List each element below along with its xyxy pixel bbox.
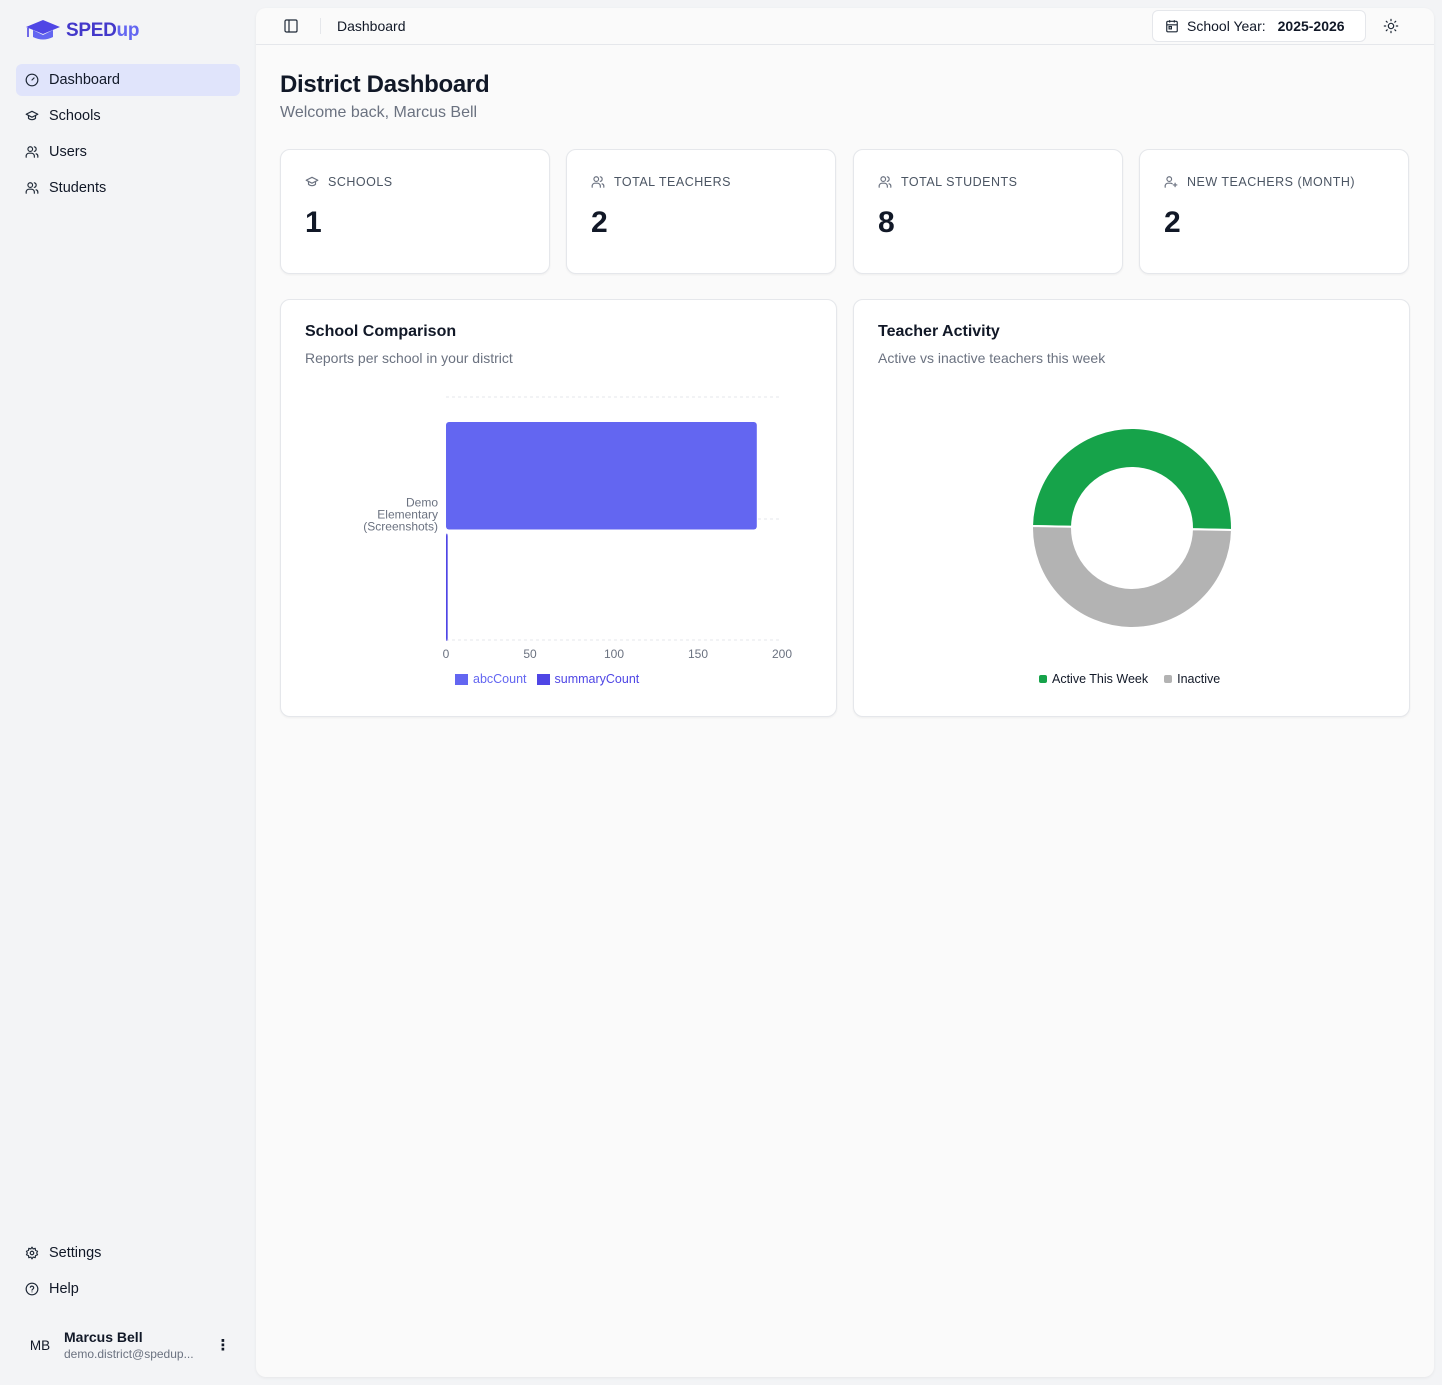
help-circle-icon [25, 1282, 39, 1296]
sidebar-item-label: Help [49, 1281, 79, 1297]
sun-icon[interactable] [1383, 18, 1399, 34]
sidebar-item-label: Schools [49, 108, 101, 124]
sidebar: SPEDup Dashboard Schools Users Students … [0, 0, 256, 1385]
stat-label: SCHOOLS [305, 175, 393, 189]
users-icon [591, 176, 605, 188]
sidebar-item-label: Students [49, 180, 107, 196]
user-email: demo.district@spedup... [64, 1347, 194, 1361]
user-menu[interactable]: MB Marcus Bell demo.district@spedup... ⋮ [16, 1322, 240, 1368]
school-year-value: 2025-2026 [1277, 18, 1345, 34]
sidebar-item-users[interactable]: Users [16, 136, 240, 168]
stat-label: TOTAL TEACHERS [591, 175, 731, 189]
sidebar-item-label: Dashboard [49, 72, 120, 88]
app-logo[interactable]: SPEDup [24, 18, 139, 44]
sidebar-nav: Dashboard Schools Users Students [16, 64, 240, 208]
sidebar-item-students[interactable]: Students [16, 172, 240, 204]
stat-label: TOTAL STUDENTS [878, 175, 1018, 189]
legend-item[interactable]: abcCount [455, 672, 527, 686]
app-logo-text: SPEDup [66, 20, 140, 41]
users-icon [878, 176, 892, 188]
legend-label: Active This Week [1052, 672, 1149, 686]
gear-icon [25, 1246, 39, 1260]
sidebar-item-settings[interactable]: Settings [16, 1237, 240, 1269]
sidebar-toggle-icon[interactable] [283, 18, 299, 34]
sidebar-item-label: Settings [49, 1245, 102, 1261]
teacher-activity-card: Teacher Activity Active vs inactive teac… [853, 299, 1410, 717]
breadcrumb: Dashboard [337, 18, 406, 34]
stat-card-schools: SCHOOLS 1 [280, 149, 550, 274]
chart-legend: abcCount summaryCount [455, 672, 649, 686]
stat-value: 2 [1164, 206, 1181, 239]
teacher-activity-chart [1030, 427, 1234, 629]
user-info: Marcus Bell demo.district@spedup... [64, 1329, 214, 1361]
tick-label: 0 [443, 647, 450, 661]
tick-label: 150 [688, 647, 708, 661]
tick-label: 50 [523, 647, 537, 661]
calendar-icon [1166, 20, 1178, 33]
category-label: Demo Elementary (Screenshots) [363, 496, 438, 534]
legend-swatch [455, 673, 468, 685]
graduation-cap-icon [305, 176, 319, 187]
sidebar-item-label: Users [49, 144, 87, 160]
user-name: Marcus Bell [64, 1329, 143, 1345]
legend-item[interactable]: summaryCount [536, 672, 640, 686]
page-subtitle: Welcome back, Marcus Bell [280, 104, 478, 121]
stat-card-total-students: TOTAL STUDENTS 8 [853, 149, 1123, 274]
legend-label: summaryCount [554, 672, 640, 686]
avatar: MB [29, 1337, 51, 1353]
legend-swatch [1164, 675, 1173, 683]
graduation-cap-logo-icon [26, 20, 60, 40]
stat-card-new-teachers: NEW TEACHERS (MONTH) 2 [1139, 149, 1409, 274]
tick-label: 100 [604, 647, 624, 661]
graduation-cap-icon [25, 110, 39, 121]
tick-label: 200 [772, 647, 792, 661]
school-comparison-card: School Comparison Reports per school in … [280, 299, 837, 717]
legend-item[interactable]: Active This Week [1039, 672, 1148, 686]
users-icon [25, 182, 39, 194]
legend-item[interactable]: Inactive [1164, 672, 1220, 686]
stat-card-total-teachers: TOTAL TEACHERS 2 [566, 149, 836, 274]
sidebar-item-help[interactable]: Help [16, 1273, 240, 1305]
stat-value: 1 [305, 206, 322, 239]
card-title: School Comparison [305, 323, 457, 340]
donut-slice [1031, 524, 1234, 629]
school-year-selector[interactable]: School Year: 2025-2026 [1152, 10, 1366, 42]
gauge-icon [25, 73, 39, 87]
more-vertical-icon[interactable]: ⋮ [215, 1337, 231, 1354]
user-plus-icon [1164, 176, 1178, 188]
donut-slice [1030, 427, 1233, 532]
page-title: District Dashboard [280, 71, 490, 98]
sidebar-bottom-nav: Settings Help [16, 1237, 240, 1309]
top-bar: Dashboard School Year: 2025-2026 [256, 8, 1434, 45]
stat-label: NEW TEACHERS (MONTH) [1164, 175, 1355, 189]
users-icon [25, 146, 39, 158]
legend-swatch [536, 673, 550, 685]
bar [446, 422, 757, 530]
school-year-label: School Year: [1187, 18, 1266, 34]
main-content: Dashboard School Year: 2025-2026 Distric… [256, 8, 1434, 1377]
legend-label: abcCount [473, 672, 527, 686]
card-subtitle: Reports per school in your district [305, 350, 513, 366]
chart-legend: Active This Week Inactive [1039, 672, 1236, 686]
card-subtitle: Active vs inactive teachers this week [878, 350, 1106, 366]
school-comparison-chart: Demo Elementary (Screenshots) 0 50 100 150 200 [363, 396, 792, 661]
bar [446, 533, 448, 641]
legend-label: Inactive [1177, 672, 1221, 686]
stat-value: 8 [878, 206, 895, 239]
stat-value: 2 [591, 206, 608, 239]
legend-swatch [1039, 675, 1047, 683]
sidebar-item-dashboard[interactable]: Dashboard [16, 64, 240, 96]
card-title: Teacher Activity [878, 323, 1000, 340]
topbar-divider [320, 18, 321, 34]
sidebar-item-schools[interactable]: Schools [16, 100, 240, 132]
